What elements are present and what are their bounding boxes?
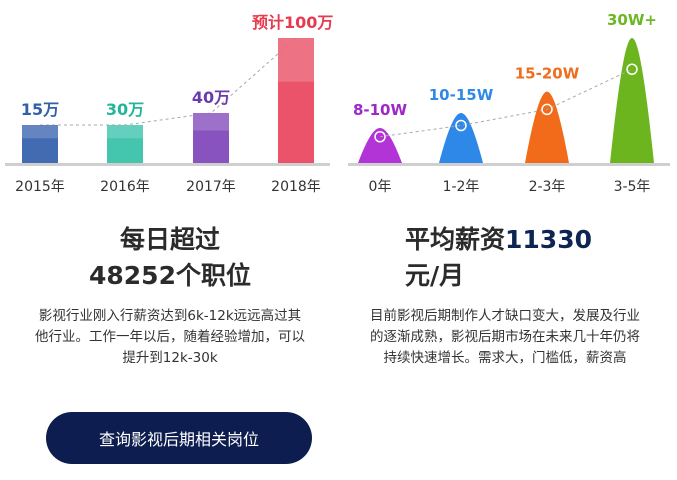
bar-2018年 — [278, 38, 314, 163]
bar-highlight-3 — [278, 38, 314, 82]
trend-marker-1 — [455, 119, 467, 132]
salary-peak-2-3年 — [525, 91, 569, 163]
search-jobs-button[interactable]: 查询影视后期相关岗位 — [46, 412, 312, 464]
salary-stat-panel: 平均薪资11330 元/月 目前影视后期制作人才缺口变大，发展及行业的逐渐成熟，影… — [345, 222, 665, 369]
job-growth-bar-chart: 15万 2015年 30万 2016年 40万 2017年 预计100万 2018年 — [5, 13, 333, 195]
jobs-description: 影视行业刚入行薪资达到6k-12k远远高过其他行业。工作一年以后，随着经验增加，… — [35, 308, 305, 366]
trend-marker-0 — [374, 131, 386, 143]
data-label-3: 30W+ — [607, 11, 657, 29]
bar-2017年 — [193, 113, 229, 163]
x-tick-label-2: 2-3年 — [529, 179, 566, 195]
bar-highlight-2 — [193, 113, 229, 131]
data-label-0: 15万 — [21, 100, 59, 119]
bar-highlight-1 — [107, 125, 143, 139]
search-jobs-button-label: 查询影视后期相关岗位 — [98, 430, 259, 449]
bar-group-1 — [107, 125, 143, 163]
jobs-headline-line1: 每日超过 — [119, 225, 220, 254]
data-label-3: 预计100万 — [252, 13, 333, 32]
trend-line — [379, 68, 633, 138]
jobs-headline: 每日超过 48252个职位 — [0, 222, 340, 294]
bar-group-2 — [193, 113, 229, 163]
salary-peak-0年 — [358, 128, 402, 163]
bar-2016年 — [107, 125, 143, 163]
data-label-2: 40万 — [192, 88, 230, 107]
bar-highlight-0 — [22, 125, 58, 139]
salary-description: 目前影视后期制作人才缺口变大，发展及行业的逐渐成熟，影视后期市场在未来几十年仍将… — [370, 308, 640, 366]
x-tick-label-0: 2015年 — [15, 179, 65, 195]
x-axis-line — [348, 163, 670, 166]
trend-marker-3 — [626, 63, 638, 75]
x-axis-line — [5, 163, 330, 166]
bar-2015年 — [22, 125, 58, 163]
bar-group-0 — [22, 125, 58, 163]
trend-line — [40, 37, 297, 126]
x-tick-label-1: 2016年 — [100, 179, 150, 195]
data-label-2: 15-20W — [515, 65, 580, 83]
data-label-1: 30万 — [106, 100, 144, 119]
jobs-headline-line2: 48252个职位 — [89, 261, 251, 290]
data-label-0: 8-10W — [353, 101, 408, 119]
x-tick-label-3: 2018年 — [271, 179, 321, 195]
salary-peak-3-5年 — [610, 38, 654, 163]
x-tick-label-0: 0年 — [369, 179, 392, 195]
salary-headline-suffix: 元/月 — [405, 261, 465, 290]
bar-group-3 — [278, 38, 314, 163]
x-tick-label-1: 1-2年 — [443, 179, 480, 195]
trend-marker-2 — [541, 103, 553, 116]
salary-headline: 平均薪资11330 元/月 — [405, 222, 605, 294]
x-tick-label-2: 2017年 — [186, 179, 236, 195]
salary-range-chart: 8-10W 0年 10-15W 1-2年 15-20W 2-3年 30W+ 3-5年 — [348, 11, 670, 195]
salary-headline-value: 11330 — [505, 225, 592, 254]
jobs-stat-panel: 每日超过 48252个职位 影视行业刚入行薪资达到6k-12k远远高过其他行业。… — [0, 222, 340, 369]
x-tick-label-3: 3-5年 — [614, 179, 651, 195]
salary-peak-1-2年 — [439, 113, 483, 163]
salary-headline-prefix: 平均薪资 — [405, 225, 506, 254]
data-label-1: 10-15W — [429, 86, 494, 104]
